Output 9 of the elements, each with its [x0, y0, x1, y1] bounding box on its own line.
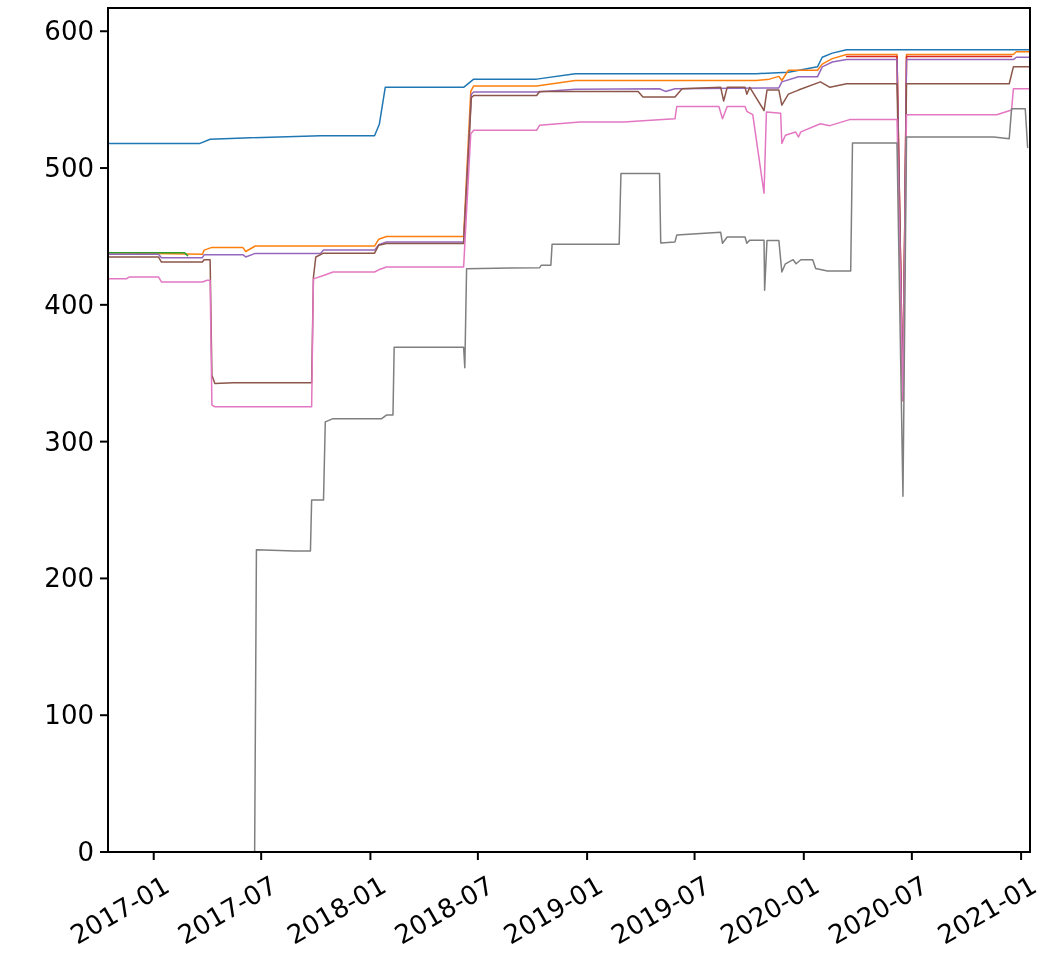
y-tick-label: 0: [77, 837, 94, 867]
y-tick-label: 400: [44, 289, 94, 320]
y-tick-label: 600: [44, 16, 94, 47]
y-tick-label: 100: [44, 700, 94, 731]
y-tick-label: 200: [44, 563, 94, 594]
line-series: [108, 48, 1030, 145]
y-tick-label: 500: [44, 153, 94, 184]
line-series: [253, 107, 1029, 852]
y-tick-label: 300: [44, 426, 94, 457]
